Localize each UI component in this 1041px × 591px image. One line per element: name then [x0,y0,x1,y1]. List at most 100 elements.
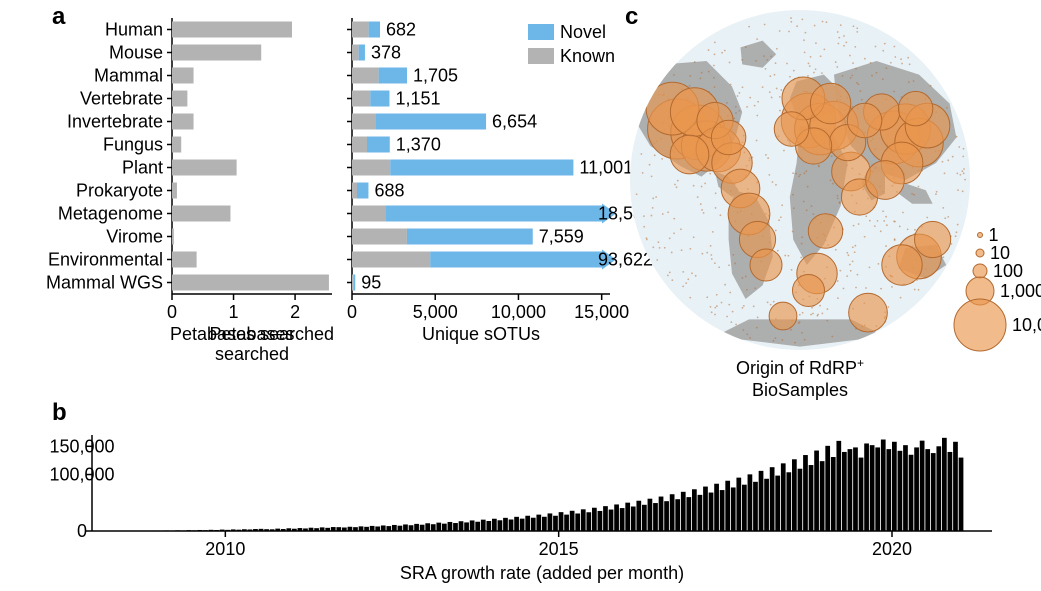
globe-dust [790,17,792,19]
panel-b-bar [236,530,241,531]
globe-dust [852,62,854,64]
globe-dust [880,230,882,232]
panel-b-bar [481,520,486,531]
panel-b-bar [381,525,386,531]
globe-dust [800,257,802,259]
globe-dust [839,202,841,204]
globe-dust [878,263,880,265]
panel-b-bar [742,485,747,531]
globe-dust [659,247,661,249]
panel-a-novel-bar [354,275,356,291]
panel-b-xtick-label: 2020 [872,539,912,559]
globe-dust [788,255,790,257]
panel-b-bar [203,530,208,531]
globe-dust [689,248,691,250]
globe-dust [875,46,877,48]
globe-dust [865,215,867,217]
globe-dust [778,219,780,221]
panel-b-bar [220,530,225,531]
globe-dust [819,305,821,307]
globe-dust [815,68,817,70]
panel-b-bar [409,525,414,531]
globe-dust [676,186,678,188]
globe-dust [802,312,804,314]
globe-dust [681,249,683,251]
bubble-legend-circle [976,249,984,257]
globe-dust [756,115,758,117]
globe-dust [946,107,948,109]
globe-dust [893,220,895,222]
panel-b-bar [820,461,825,531]
globe-dust [804,339,806,341]
panel-b-ytick-label: 100,000 [49,465,114,485]
globe-dust [961,170,963,172]
globe-dust [701,186,703,188]
globe-dust [780,216,782,218]
globe-dust [855,68,857,70]
globe-dust [821,72,823,74]
globe-dust [859,90,861,92]
panel-a-petabases-bar [172,229,174,245]
globe-dust [801,236,803,238]
globe-dust [869,220,871,222]
panel-b-bar [636,501,641,531]
globe-dust [714,86,716,88]
panel-a-novel-bar [369,22,380,38]
legend-label-novel: Novel [560,22,606,42]
globe-dust [835,249,837,251]
globe-dust [947,216,949,218]
globe-dust [755,60,757,62]
globe-dust [821,313,823,315]
globe-dust [849,264,851,266]
globe-dust [811,205,813,207]
globe-dust [840,24,842,26]
panel-b-bar [870,445,875,531]
panel-b-bar [564,515,569,531]
globe-dust [714,53,716,55]
globe-dust [667,211,669,213]
globe-dust [671,279,673,281]
panel-a-novel-bar [357,183,368,199]
panel-b-bar [714,484,719,531]
globe-dust [909,63,911,65]
globe-dust [799,314,801,316]
panel-b-bar [225,530,230,531]
globe-dust [654,154,656,156]
panel-b-bar [164,530,169,531]
panel-b-bar [864,443,869,531]
globe-dust [876,72,878,74]
globe-dust [651,215,653,217]
panel-b-bar [386,526,391,531]
panel-b-bar [598,511,603,531]
globe-dust [801,243,803,245]
globe-dust [735,324,737,326]
panel-b-bar [631,506,636,531]
panel-b-bar [798,469,803,531]
globe-dust [710,245,712,247]
bubble-legend-circle [973,264,987,278]
panel-b-bar [498,520,503,531]
panel-b-bar [192,530,197,531]
globe-dust [956,136,958,138]
globe-dust [715,192,717,194]
panel-a-left-xlabel-2: searched [215,344,289,364]
globe-dust [798,176,800,178]
panel-b-bar [659,497,664,531]
globe-dust [850,270,852,272]
globe-dust [846,252,848,254]
globe-dust [649,164,651,166]
globe-dust [960,174,962,176]
globe-dust [907,57,909,59]
panel-b-bar [548,513,553,531]
globe-dust [891,286,893,288]
globe-dust [767,301,769,303]
panel-a-left-xtick-label: 0 [167,302,177,322]
globe-dust [742,307,744,309]
panel-b-bar [909,455,914,531]
panel-a-petabases-bar [172,91,187,107]
globe-dust [746,333,748,335]
globe-dust [724,50,726,52]
globe-dust [913,80,915,82]
panel-b-ytick-label: 150,000 [49,436,114,456]
panel-a-right-xtick-label: 10,000 [491,302,546,322]
